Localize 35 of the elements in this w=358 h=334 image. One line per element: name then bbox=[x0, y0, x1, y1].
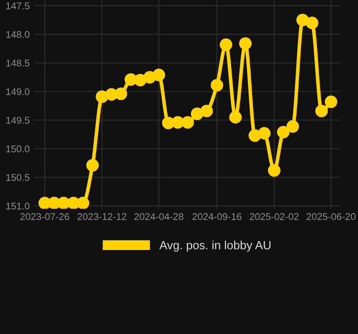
x-tick-label: 2025-06-20 bbox=[306, 213, 356, 220]
point bbox=[76, 196, 90, 209]
x-tick-label: 2023-12-12 bbox=[78, 213, 126, 220]
x-tick-label: 2024-09-16 bbox=[192, 213, 242, 220]
point bbox=[315, 104, 328, 118]
point bbox=[268, 164, 280, 177]
point bbox=[172, 116, 184, 129]
point bbox=[152, 68, 166, 82]
legend-label: Avg. pos. in lobby AU bbox=[159, 240, 270, 252]
point bbox=[114, 88, 128, 100]
y-tick-label: 148.5 bbox=[6, 60, 30, 67]
x-tick-label: 2024-04-28 bbox=[134, 213, 184, 220]
x-tick-label: 2025-02-02 bbox=[250, 213, 299, 220]
point bbox=[134, 74, 147, 86]
y-tick-label: 150.0 bbox=[6, 145, 30, 152]
point bbox=[286, 120, 299, 133]
point bbox=[220, 38, 232, 51]
point bbox=[190, 108, 204, 120]
point bbox=[86, 159, 99, 172]
point bbox=[324, 96, 338, 108]
point bbox=[210, 78, 224, 92]
point bbox=[229, 110, 242, 124]
x-tick-label: 2023-07-26 bbox=[20, 213, 70, 220]
y-tick-label: 151.0 bbox=[6, 202, 30, 210]
y-tick-label: 148.0 bbox=[6, 31, 30, 38]
point bbox=[239, 37, 252, 50]
point bbox=[181, 116, 194, 129]
y-tick-label: 147.5 bbox=[6, 2, 30, 10]
y-tick-label: 150.5 bbox=[6, 174, 30, 181]
point bbox=[200, 104, 213, 118]
y-tick-label: 149.0 bbox=[6, 88, 30, 96]
point bbox=[306, 16, 318, 30]
y-tick-label: 149.5 bbox=[6, 116, 30, 124]
point bbox=[258, 127, 271, 140]
point bbox=[277, 126, 290, 138]
